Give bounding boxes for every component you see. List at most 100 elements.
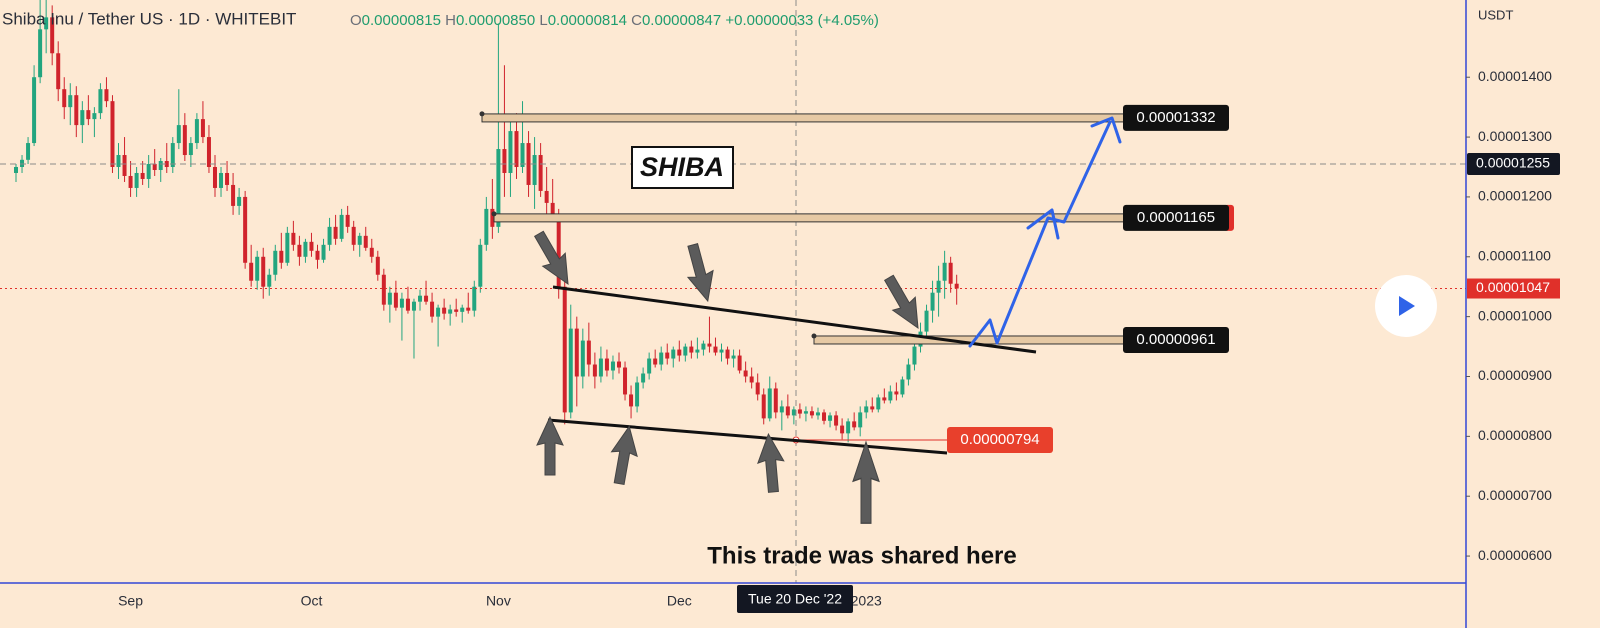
candle-body (743, 370, 748, 377)
crosshair-price-label: 0.00001255 (1476, 155, 1550, 171)
candle-body (225, 172, 230, 185)
candle-body (86, 110, 91, 120)
level-label: 0.00000961 (1136, 331, 1215, 348)
candles (14, 0, 959, 443)
candle-body (194, 119, 199, 144)
y-tick-label: 0.00001300 (1478, 128, 1552, 144)
level-label-box (1123, 204, 1229, 231)
candle-body (791, 409, 796, 416)
candle-body (785, 406, 790, 416)
candle-body (315, 250, 320, 260)
candle-body (610, 361, 615, 371)
shared-note: This trade was shared here (707, 542, 1016, 569)
candle-body (773, 388, 778, 413)
candle-body (387, 292, 392, 305)
candle-body (526, 143, 531, 185)
candle-body (430, 301, 435, 317)
candle-body (677, 349, 682, 356)
candle-body (50, 17, 55, 54)
candle-body (32, 77, 37, 144)
level-anchor (491, 211, 497, 217)
candle-body (399, 298, 404, 308)
candle-body (508, 131, 513, 173)
candle-body (936, 280, 941, 293)
candle-body (122, 155, 127, 176)
candle-body (659, 352, 664, 365)
candle-body (707, 343, 712, 347)
play-icon (1399, 296, 1415, 316)
candle-body (514, 131, 519, 167)
crosshair-price-box (1467, 153, 1560, 176)
candle-body (671, 349, 676, 359)
y-tick-label: 0.00001400 (1478, 68, 1552, 84)
candle-body (170, 143, 175, 167)
candle-body (285, 232, 290, 263)
candle-body (834, 415, 839, 426)
candle-body (478, 244, 483, 287)
candle-body (411, 301, 416, 311)
trend-lines (547, 285, 1037, 455)
candle-body (906, 364, 911, 380)
candle-body (876, 397, 881, 410)
candle-body (532, 155, 537, 185)
y-axis-label: USDT (1478, 7, 1513, 22)
candle-body (98, 89, 103, 114)
candle-body (870, 406, 875, 410)
y-tick-label: 0.00000900 (1478, 367, 1552, 383)
candle-body (550, 202, 555, 215)
arrow-head (1026, 208, 1060, 240)
candle-body (14, 166, 18, 173)
candle-body (761, 394, 766, 419)
candle-body (74, 95, 79, 126)
candle-body (954, 283, 959, 289)
y-tick-label: 0.00001100 (1478, 247, 1551, 263)
candle-body (472, 286, 477, 311)
ohlc-legend: O0.00000815 H0.00000850 L0.00000814 C0.0… (350, 12, 879, 29)
level-anchor (811, 333, 817, 339)
candle-body (182, 125, 187, 156)
legend-key: L (539, 12, 547, 29)
candle-body (924, 310, 929, 332)
candle-body (713, 346, 718, 353)
candle-body (26, 143, 31, 160)
candle-body (864, 406, 869, 413)
candle-body (279, 250, 284, 263)
candle-body (164, 161, 169, 167)
level-label: 0.00001332 (1136, 109, 1215, 126)
candle-body (375, 256, 380, 275)
candle-body (146, 164, 151, 179)
last-price-label: 0.00001047 (1476, 279, 1550, 295)
candle-body (894, 391, 899, 395)
candle-body (418, 295, 423, 302)
candle-body (116, 155, 121, 167)
legend-key: H (445, 12, 456, 29)
candle-body (653, 358, 658, 365)
candle-body (900, 379, 905, 395)
candle-body (267, 274, 272, 287)
candle-body (502, 149, 507, 173)
candle-body (701, 343, 706, 350)
candle-body (586, 340, 591, 365)
candle-body (683, 346, 688, 356)
candle-body (858, 412, 863, 428)
low-marker-box (947, 426, 1053, 453)
level-label-box (1123, 326, 1229, 353)
candle-body (496, 149, 501, 227)
candle-body (424, 295, 429, 302)
candle-body (647, 358, 652, 374)
candle-body (852, 421, 857, 428)
candle-body (629, 394, 634, 407)
candle-body (393, 292, 398, 308)
candle-body (62, 89, 67, 108)
candle-body (689, 346, 694, 353)
legend-value: 0.00000815 (362, 12, 441, 29)
shiba-box (631, 146, 734, 189)
level-anchor (479, 111, 485, 117)
candle-body (80, 110, 85, 126)
candle-body (206, 137, 211, 167)
candle-body (520, 143, 525, 167)
candle-body (219, 172, 224, 188)
legend-value: 0.00000850 (456, 12, 535, 29)
candle-body (942, 262, 947, 281)
